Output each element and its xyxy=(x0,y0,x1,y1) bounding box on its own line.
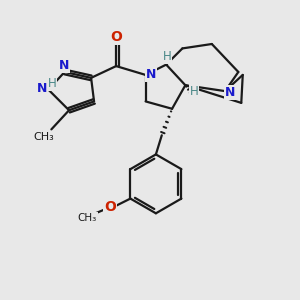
Text: CH₃: CH₃ xyxy=(33,132,54,142)
Text: CH₃: CH₃ xyxy=(77,213,97,223)
Text: O: O xyxy=(104,200,116,214)
Text: N: N xyxy=(146,68,156,81)
Text: H: H xyxy=(190,85,199,98)
Text: N: N xyxy=(225,86,236,99)
Text: O: O xyxy=(110,30,122,44)
Text: N: N xyxy=(37,82,47,95)
Text: H: H xyxy=(48,77,56,90)
Text: N: N xyxy=(59,59,69,72)
Text: H: H xyxy=(162,50,171,63)
